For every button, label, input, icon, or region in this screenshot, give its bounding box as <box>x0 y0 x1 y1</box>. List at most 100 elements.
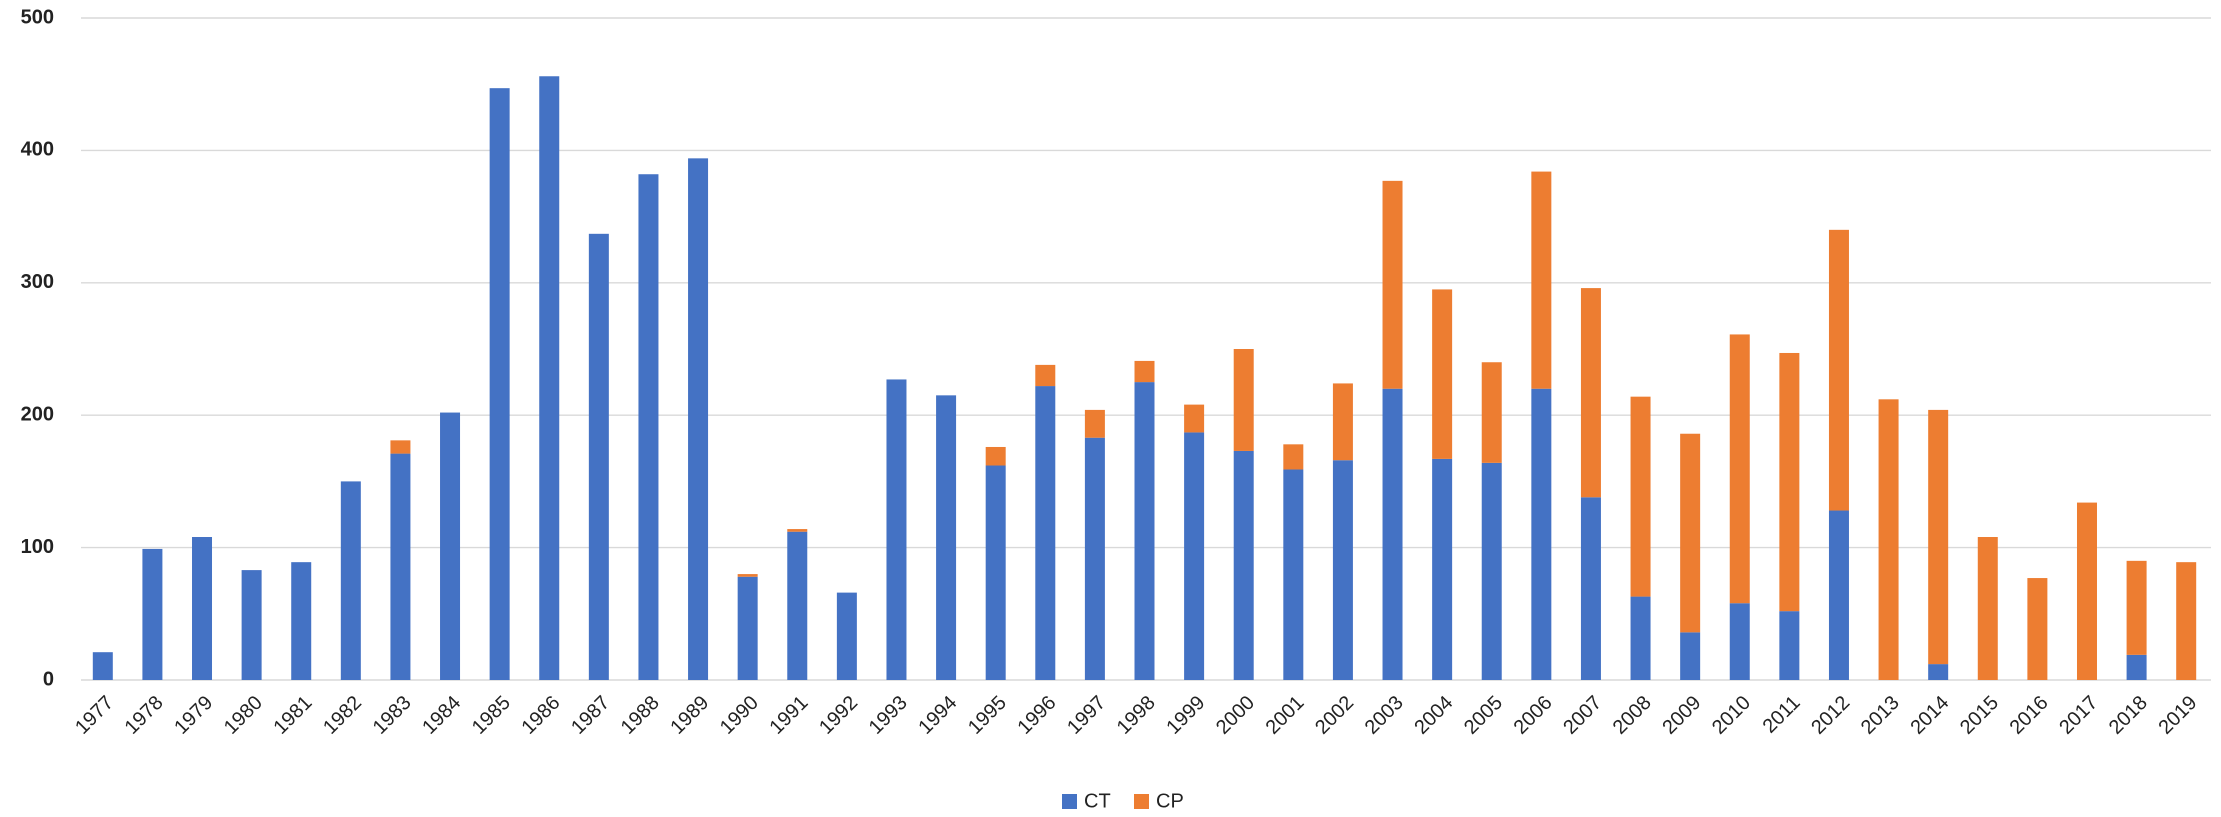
bar-segment <box>440 412 461 680</box>
x-tick-label: 1979 <box>170 692 217 739</box>
bar-segment <box>1035 386 1056 680</box>
bar-segment <box>2076 502 2097 680</box>
y-tick-label: 300 <box>21 271 54 293</box>
x-tick-label: 1977 <box>71 692 118 739</box>
x-tick-label: 2004 <box>1410 692 1457 739</box>
bar-segment <box>985 465 1006 680</box>
bar-segment <box>1878 399 1899 680</box>
bar-segment <box>1928 664 1949 680</box>
bar-segment <box>1233 349 1254 451</box>
x-tick-label: 2016 <box>2006 692 2053 739</box>
x-tick-label: 1984 <box>418 692 465 739</box>
bar-segment <box>1035 364 1056 387</box>
bar-segment <box>737 576 758 680</box>
bar-segment <box>588 233 609 680</box>
x-tick-label: 1996 <box>1014 692 1061 739</box>
x-tick-label: 2009 <box>1658 692 1705 739</box>
bar-segment <box>1680 632 1701 680</box>
bar-segment <box>1184 404 1205 433</box>
x-tick-label: 1986 <box>517 692 564 739</box>
bar-segment <box>142 548 163 680</box>
bar-segment <box>1580 288 1601 498</box>
y-tick-label: 0 <box>43 668 54 690</box>
x-tick-label: 1999 <box>1162 692 1209 739</box>
x-tick-label: 2019 <box>2154 692 2201 739</box>
bar-segment <box>787 531 808 680</box>
bar-segment <box>1779 611 1800 680</box>
bar-segment <box>92 652 113 680</box>
bar-segment <box>291 562 312 680</box>
bar-segment <box>886 379 907 680</box>
x-tick-label: 1981 <box>269 692 316 739</box>
x-tick-label: 1997 <box>1063 692 1110 739</box>
bar-segment <box>1828 510 1849 680</box>
x-tick-label: 1980 <box>220 692 267 739</box>
bar-segment <box>1134 382 1155 680</box>
x-tick-label: 2017 <box>2055 692 2102 739</box>
legend-label: CP <box>1156 790 1184 812</box>
legend-swatch <box>1134 794 1149 809</box>
bar-segment <box>1481 462 1502 680</box>
bar-segment <box>1432 289 1453 459</box>
bar-segment <box>1531 171 1552 389</box>
x-tick-label: 2012 <box>1807 692 1854 739</box>
bar-segment <box>1382 180 1403 389</box>
bar-segment <box>1977 537 1998 680</box>
x-tick-label: 2008 <box>1609 692 1656 739</box>
x-tick-label: 2014 <box>1906 692 1953 739</box>
x-tick-label: 2006 <box>1510 692 1557 739</box>
x-tick-label: 1991 <box>766 692 813 739</box>
x-tick-label: 2005 <box>1460 692 1507 739</box>
bar-segment <box>1184 432 1205 680</box>
x-tick-label: 1989 <box>666 692 713 739</box>
bar-segment <box>390 453 411 680</box>
x-tick-label: 1985 <box>468 692 515 739</box>
bar-segment <box>1630 596 1651 680</box>
bar-segment <box>2027 578 2048 680</box>
bar-segment <box>836 592 857 680</box>
x-tick-label: 2015 <box>1956 692 2003 739</box>
bar-segment <box>340 481 361 680</box>
bar-segment <box>1283 444 1304 470</box>
bar-segment <box>1729 603 1750 680</box>
bar-segment <box>985 446 1006 466</box>
bar-segment <box>1084 437 1105 680</box>
bar-segment <box>241 570 262 680</box>
x-tick-label: 1988 <box>617 692 664 739</box>
bar-segment <box>489 88 510 680</box>
x-tick-label: 1983 <box>369 692 416 739</box>
x-tick-label: 2011 <box>1759 692 1805 738</box>
bar-segment <box>737 574 758 577</box>
x-tick-label: 2001 <box>1262 692 1309 739</box>
bar-segment <box>1332 383 1353 461</box>
bar-segment <box>192 537 213 680</box>
bar-segment <box>1828 229 1849 511</box>
legend-swatch <box>1062 794 1077 809</box>
x-tick-label: 2013 <box>1857 692 1904 739</box>
bar-segment <box>1531 388 1552 680</box>
x-tick-label: 1990 <box>716 692 763 739</box>
bar-segment <box>1928 409 1949 665</box>
bar-segment <box>2176 562 2197 680</box>
bar-segment <box>688 158 709 680</box>
y-tick-label: 200 <box>21 403 54 425</box>
bar-segment <box>1233 450 1254 680</box>
bar-segment <box>1134 360 1155 383</box>
bar-segment <box>1729 334 1750 604</box>
x-tick-label: 1992 <box>815 692 862 739</box>
x-tick-label: 2018 <box>2105 692 2152 739</box>
x-tick-label: 1993 <box>865 692 912 739</box>
x-tick-label: 1982 <box>319 692 366 739</box>
x-tick-label: 2010 <box>1708 692 1755 739</box>
bar-segment <box>1580 497 1601 680</box>
bar-segment <box>787 529 808 532</box>
bar-segment <box>1382 388 1403 680</box>
bar-segment <box>1630 396 1651 597</box>
x-tick-label: 1995 <box>964 692 1011 739</box>
bar-segment <box>1332 460 1353 680</box>
y-tick-label: 400 <box>21 139 54 161</box>
legend-label: CT <box>1084 790 1111 812</box>
bar-segment <box>1432 458 1453 680</box>
x-tick-label: 2003 <box>1361 692 1408 739</box>
